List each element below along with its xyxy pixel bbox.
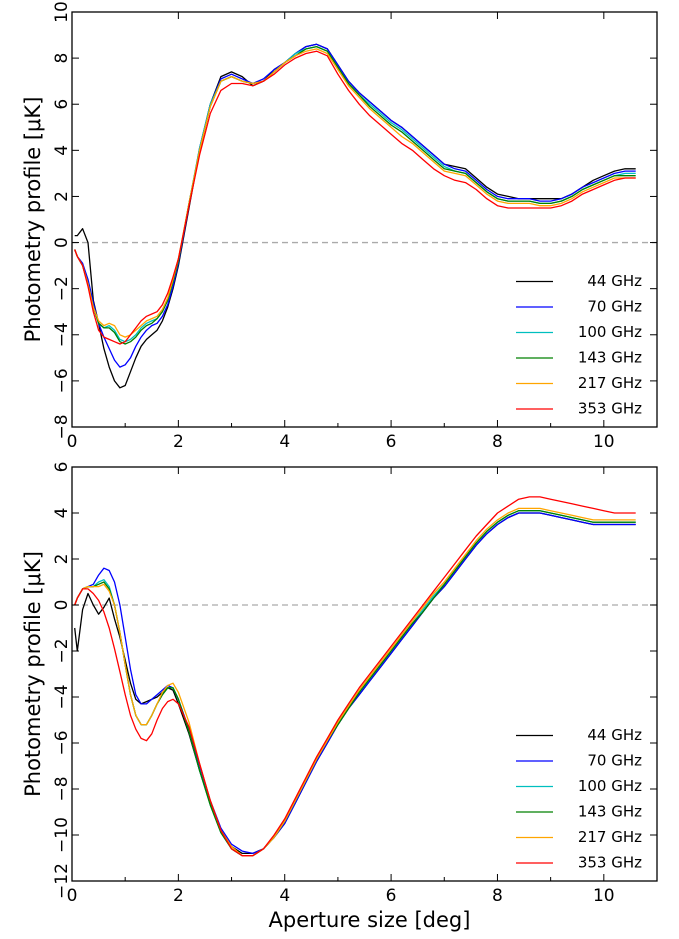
y-tick-label: 4 [52,145,72,156]
y-tick-label: 2 [52,554,72,565]
y-tick-label: 6 [52,462,72,473]
legend-label-70-ghz: 70 GHz [587,752,642,770]
legend-label-143-ghz: 143 GHz [578,349,642,367]
series-line-44-ghz [74,512,636,855]
x-tick-label: 0 [67,886,78,906]
legend-label-217-ghz: 217 GHz [578,828,642,846]
y-tick-label: −10 [52,817,72,853]
top-panel: 0 2 4 6 8 10 −8 −6 −4 −2 0 2 4 6 8 10 Photometry profile… [21,1,658,452]
y-tick-label: 10 [52,1,72,23]
y-tick-label: −4 [52,684,72,709]
y-tick-label: 0 [52,600,72,611]
legend-label-70-ghz: 70 GHz [587,298,642,316]
x-tick-label: 10 [593,432,615,452]
legend-label-217-ghz: 217 GHz [578,374,642,392]
y-tick-label: −6 [52,368,72,393]
x-tick-label: 8 [492,886,503,906]
series-line-70-ghz [74,512,636,855]
series-line-44-ghz [74,43,636,389]
y-tick-label: −4 [52,322,72,347]
legend-label-100-ghz: 100 GHz [578,323,642,341]
x-tick-label: 2 [173,432,184,452]
x-tick-label: 6 [386,432,397,452]
series-line-143-ghz [74,510,636,857]
plot-frame [71,466,658,882]
y-tick-label: −2 [52,638,72,663]
legend-label-143-ghz: 143 GHz [578,803,642,821]
y-tick-label: 6 [52,99,72,110]
legend: 44 GHz 70 GHz 100 GHz 143 GHz 217 GHz 353 GHz [516,272,642,418]
y-tick-label: −8 [52,414,72,439]
x-tick-label: 6 [386,886,397,906]
y-axis-title: Photometry profile [μK] [21,97,45,343]
y-tick-label: −2 [52,276,72,301]
legend-label-44-ghz: 44 GHz [587,726,642,744]
legend-label-353-ghz: 353 GHz [578,400,642,418]
y-tick-label: 2 [52,191,72,202]
y-tick-label: 0 [52,237,72,248]
series-line-217-ghz [74,48,636,338]
series-line-353-ghz [74,50,636,345]
series-line-217-ghz [74,507,636,857]
series-line-143-ghz [74,45,636,345]
x-tick-label: 8 [492,432,503,452]
y-tick-label: −12 [52,863,72,899]
y-tick-label: −6 [52,730,72,755]
plot-frame [71,11,658,428]
series-line-353-ghz [74,496,636,857]
series-line-100-ghz [74,510,636,857]
y-tick-label: 8 [52,53,72,64]
x-tick-label: 10 [593,886,615,906]
legend-label-353-ghz: 353 GHz [578,854,642,872]
y-tick-label: −8 [52,776,72,801]
x-tick-label: 0 [67,432,78,452]
legend: 44 GHz 70 GHz 100 GHz 143 GHz 217 GHz 353 GHz [516,726,642,872]
legend-label-100-ghz: 100 GHz [578,777,642,795]
bottom-panel: 0 2 4 6 8 10 −12 −10 −8 −6 −4 −2 0 2 4 6 Photometry prof… [21,462,658,932]
x-tick-label: 2 [173,886,184,906]
y-tick-label: 4 [52,508,72,519]
x-axis-title: Aperture size [deg] [269,908,471,932]
x-tick-label: 4 [279,886,290,906]
y-axis-title: Photometry profile [μK] [21,551,45,797]
legend-label-44-ghz: 44 GHz [587,272,642,290]
x-tick-label: 4 [279,432,290,452]
series-line-70-ghz [74,43,636,368]
